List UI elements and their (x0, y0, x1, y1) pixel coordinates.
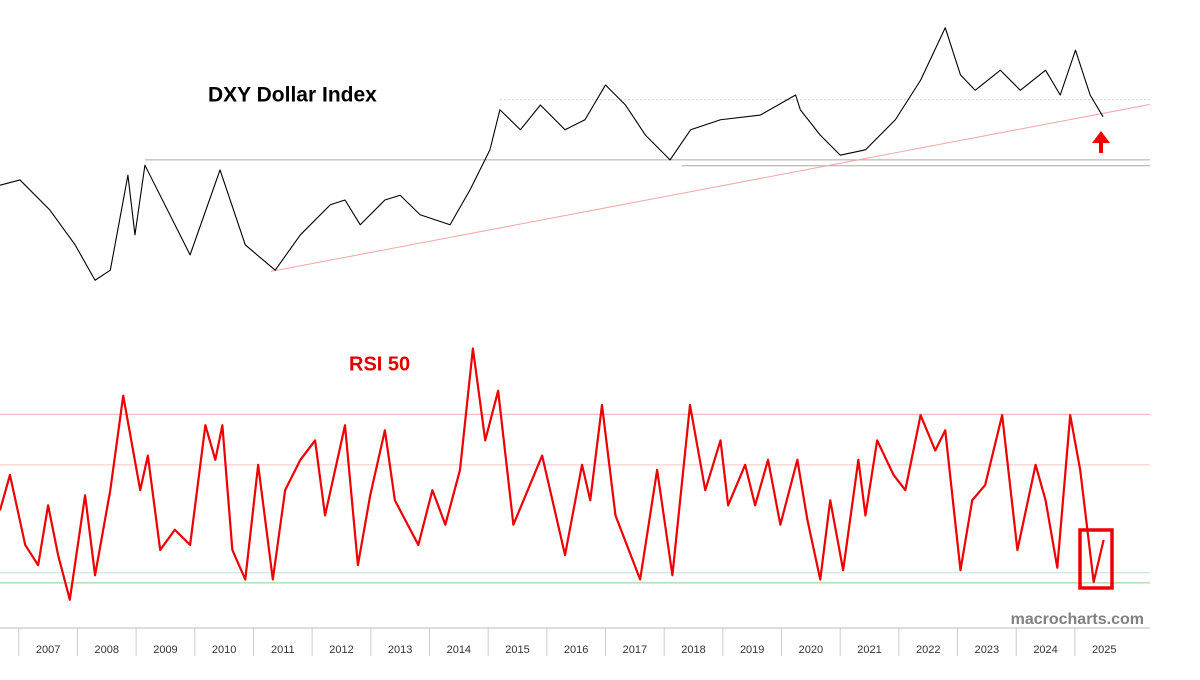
x-tick-label: 2019 (740, 644, 764, 656)
x-tick-label: 2018 (681, 644, 705, 656)
x-tick-label: 2012 (329, 644, 353, 656)
chart-title: RSI 50 (349, 353, 410, 375)
x-tick-label: 2017 (623, 644, 647, 656)
x-tick-label: 2011 (271, 644, 295, 656)
highlight-box (1078, 528, 1114, 590)
data-line (0, 27, 1104, 281)
arrow-head (1092, 131, 1110, 143)
x-tick-label: 2021 (857, 644, 881, 656)
arrow (1092, 131, 1110, 153)
trend-line (270, 103, 1151, 272)
x-tick-label: 2022 (916, 644, 940, 656)
x-tick-label: 2015 (505, 644, 529, 656)
x-tick-label: 2009 (153, 644, 177, 656)
data-line (0, 347, 1105, 601)
x-tick-label: 2023 (975, 644, 999, 656)
x-tick-label: 2024 (1033, 644, 1057, 656)
x-tick-label: 2016 (564, 644, 588, 656)
x-tick-label: 2008 (95, 644, 119, 656)
x-tick-label: 2025 (1092, 644, 1116, 656)
x-tick-label: 2007 (36, 644, 60, 656)
x-tick-label: 2013 (388, 644, 412, 656)
watermark: macrocharts.com (1011, 611, 1144, 628)
x-tick-label: 2014 (447, 644, 471, 656)
x-tick-label: 2020 (799, 644, 823, 656)
chart-title: DXY Dollar Index (208, 84, 377, 107)
x-tick-label: 2010 (212, 644, 236, 656)
